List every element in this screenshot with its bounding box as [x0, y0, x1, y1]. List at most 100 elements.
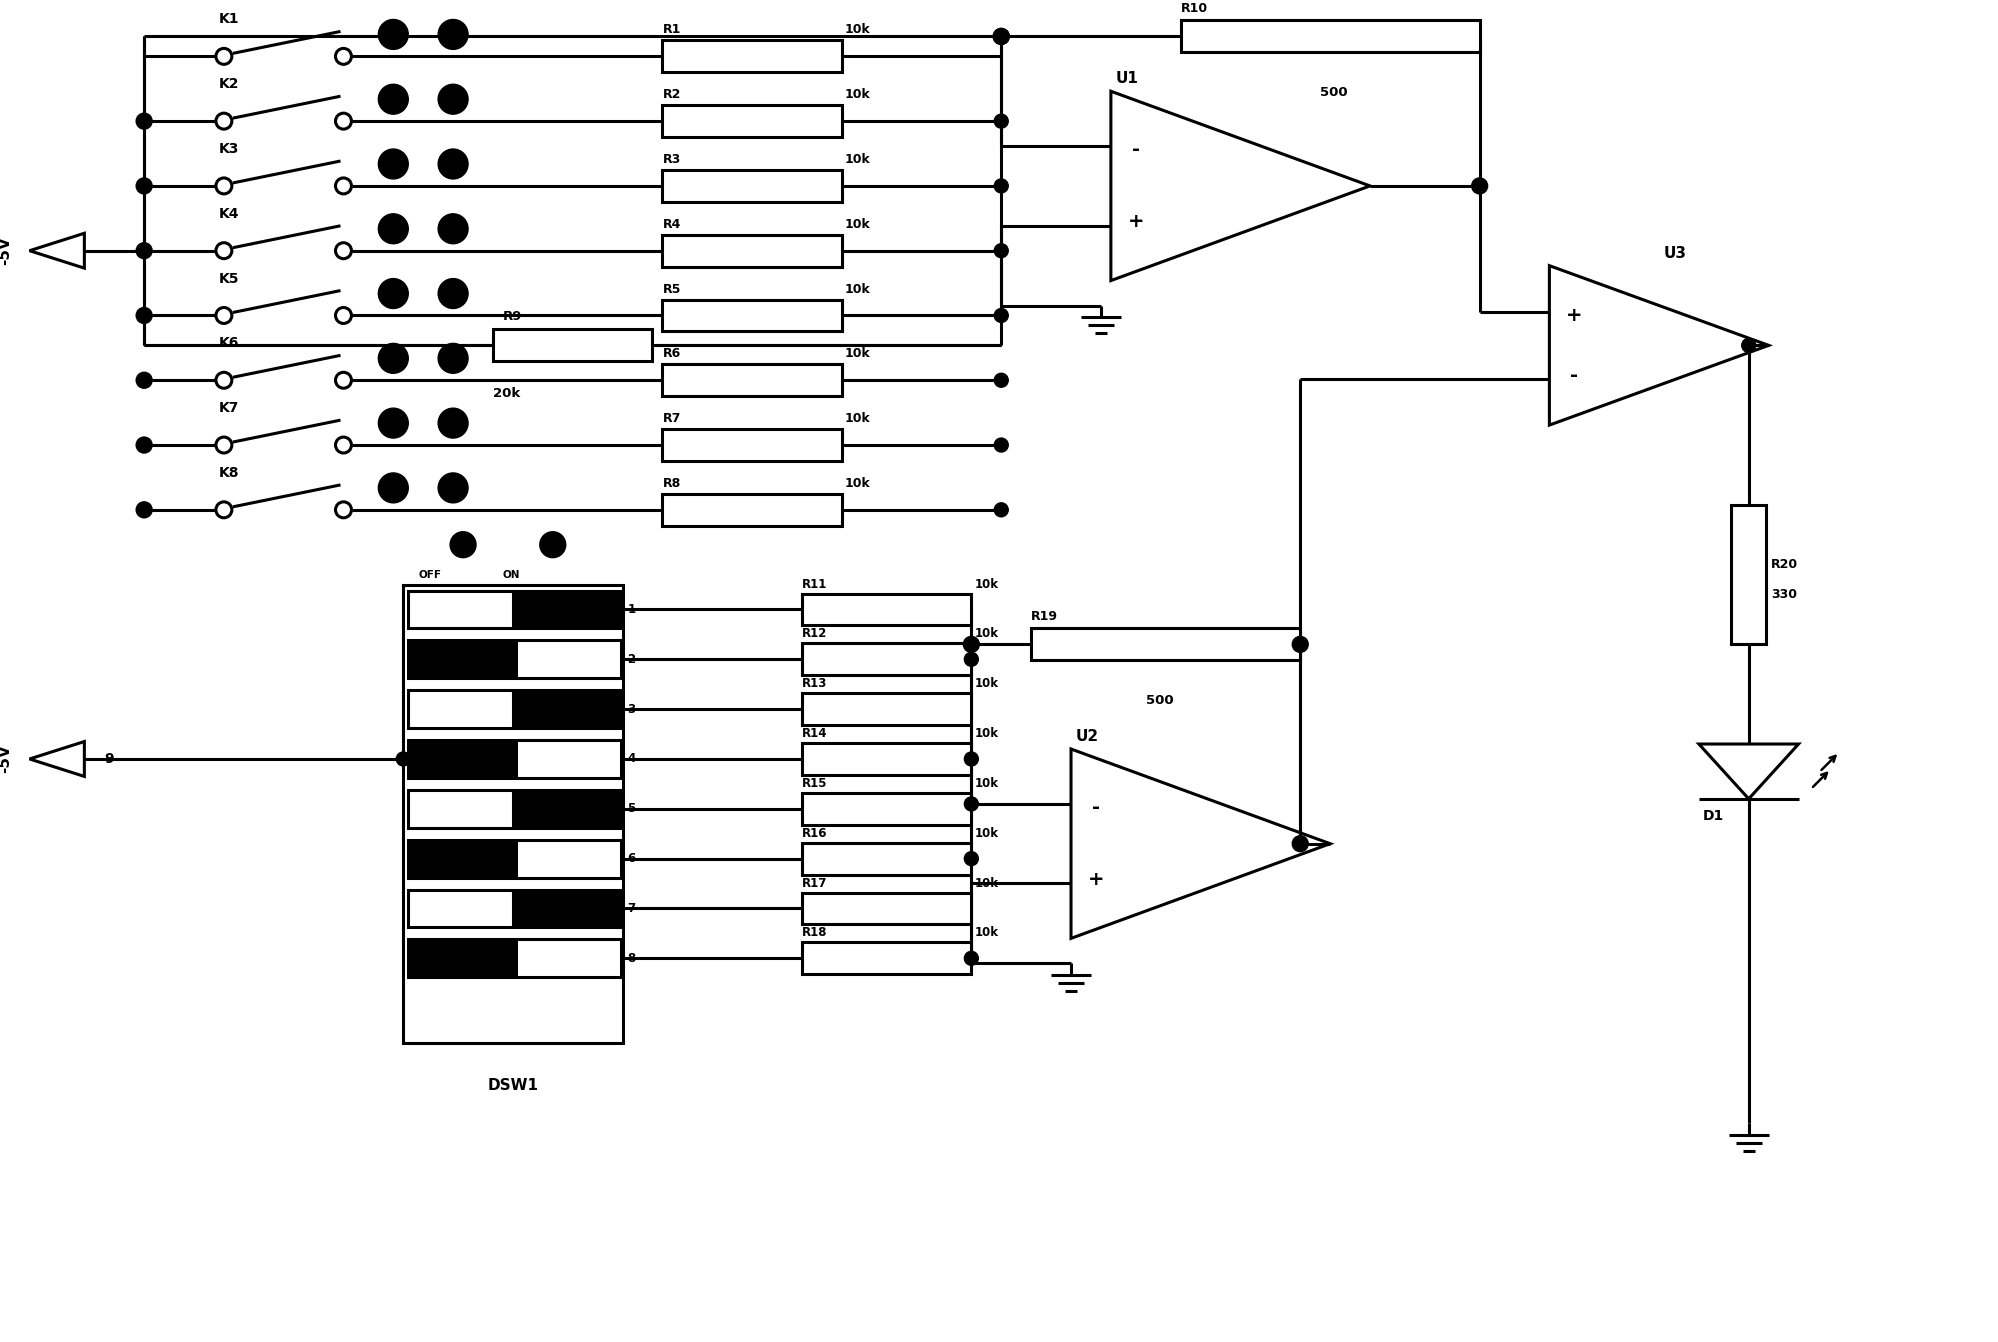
Circle shape [438, 20, 468, 50]
Text: 8: 8 [627, 951, 635, 965]
Bar [494, 329, 653, 361]
Text: R4: R4 [663, 217, 681, 231]
Circle shape [216, 113, 232, 129]
Circle shape [438, 344, 468, 373]
Bar [404, 585, 623, 1043]
Bar [663, 429, 841, 462]
Bar [515, 690, 621, 729]
Text: R11: R11 [801, 577, 827, 590]
Text: 6: 6 [627, 852, 635, 866]
Bar [408, 590, 513, 628]
Text: R7: R7 [663, 412, 681, 425]
Text: 10k: 10k [975, 876, 999, 890]
Circle shape [136, 113, 152, 129]
Text: 10k: 10k [845, 217, 871, 231]
Text: -: - [1570, 366, 1578, 385]
Bar [801, 843, 971, 875]
Circle shape [438, 279, 468, 309]
Circle shape [965, 951, 979, 965]
Circle shape [965, 797, 979, 811]
Text: R17: R17 [801, 876, 827, 890]
Text: K1: K1 [220, 12, 240, 27]
Bar [663, 105, 841, 137]
Circle shape [336, 307, 352, 323]
Text: 10k: 10k [845, 283, 871, 295]
Circle shape [136, 178, 152, 193]
Bar [1732, 505, 1766, 644]
Bar [801, 942, 971, 974]
Text: 2: 2 [627, 652, 635, 666]
Text: R3: R3 [663, 153, 681, 166]
Bar [801, 743, 971, 774]
Circle shape [378, 213, 408, 244]
Text: R14: R14 [801, 727, 827, 739]
Circle shape [378, 472, 408, 503]
Bar [515, 939, 621, 977]
Text: K5: K5 [220, 271, 240, 286]
Text: R18: R18 [801, 926, 827, 939]
Circle shape [216, 307, 232, 323]
Text: 500: 500 [1321, 86, 1349, 99]
Bar [408, 640, 513, 678]
Text: 10k: 10k [845, 476, 871, 490]
Circle shape [378, 85, 408, 114]
Circle shape [1293, 836, 1309, 852]
Circle shape [993, 28, 1009, 44]
Bar [801, 593, 971, 625]
Bar [663, 299, 841, 331]
Circle shape [216, 243, 232, 259]
Bar [801, 694, 971, 725]
Text: K3: K3 [220, 142, 240, 156]
Bar [408, 890, 513, 927]
Text: 10k: 10k [975, 777, 999, 790]
Circle shape [1293, 636, 1309, 652]
Circle shape [336, 243, 352, 259]
Text: R20: R20 [1770, 558, 1798, 572]
Text: K6: K6 [220, 337, 240, 350]
Circle shape [963, 636, 979, 652]
Circle shape [995, 437, 1009, 452]
Text: K8: K8 [220, 466, 240, 480]
Circle shape [995, 178, 1009, 193]
Circle shape [378, 279, 408, 309]
Circle shape [438, 213, 468, 244]
Text: K2: K2 [220, 78, 240, 91]
Bar [663, 235, 841, 267]
Circle shape [336, 113, 352, 129]
Text: R13: R13 [801, 678, 827, 690]
Circle shape [378, 149, 408, 178]
Circle shape [136, 437, 152, 454]
Text: 10k: 10k [975, 727, 999, 739]
Bar [515, 840, 621, 878]
Circle shape [216, 48, 232, 64]
Text: U3: U3 [1664, 246, 1686, 260]
Circle shape [216, 502, 232, 518]
Bar [515, 640, 621, 678]
Text: K7: K7 [220, 401, 240, 415]
Bar [1181, 20, 1481, 52]
Bar [515, 590, 621, 628]
Circle shape [965, 652, 979, 666]
Text: -5V: -5V [0, 236, 12, 266]
Text: -5V: -5V [0, 745, 12, 773]
Circle shape [995, 114, 1009, 127]
Text: R19: R19 [1031, 611, 1059, 624]
Circle shape [965, 852, 979, 866]
Text: 10k: 10k [845, 153, 871, 166]
Circle shape [336, 372, 352, 388]
Bar [515, 890, 621, 927]
Text: U2: U2 [1077, 729, 1099, 743]
Text: 20k: 20k [494, 388, 519, 400]
Circle shape [336, 437, 352, 454]
Text: -: - [1093, 798, 1101, 817]
Circle shape [136, 502, 152, 518]
Text: D1: D1 [1702, 809, 1724, 823]
Circle shape [539, 531, 565, 558]
Circle shape [995, 503, 1009, 517]
Circle shape [336, 48, 352, 64]
Text: R8: R8 [663, 476, 681, 490]
Bar [1031, 628, 1301, 660]
Text: R12: R12 [801, 627, 827, 640]
Bar [663, 494, 841, 526]
Text: 10k: 10k [845, 23, 871, 36]
